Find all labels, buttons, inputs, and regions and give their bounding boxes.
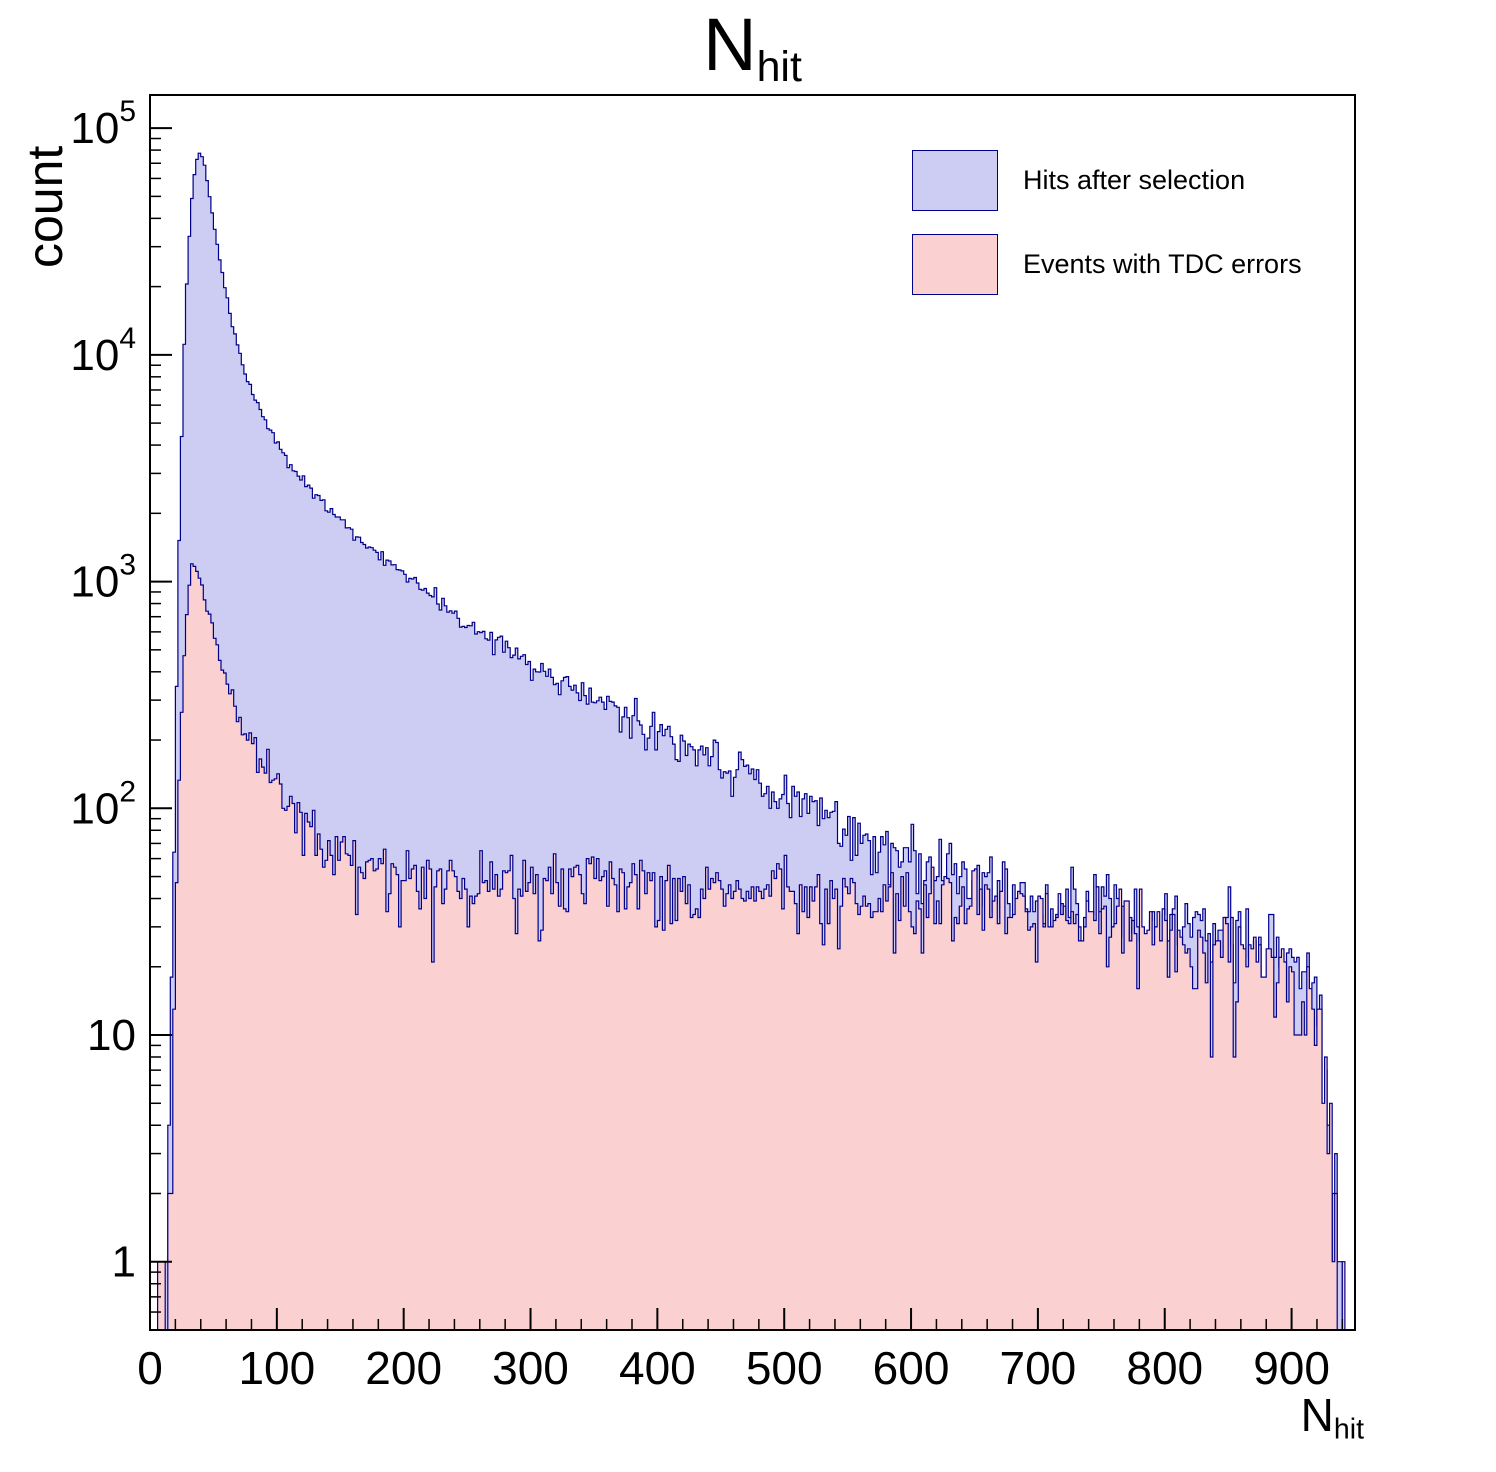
legend-swatch-pink	[912, 234, 998, 295]
series-fill-1	[150, 563, 1348, 1330]
chart-title-sub: hit	[756, 42, 802, 91]
legend-entry-tdc-errors: Events with TDC errors	[912, 234, 1302, 295]
x-tick-label: 100	[238, 1342, 315, 1394]
y-tick-label: 103	[70, 549, 136, 607]
x-tick-label: 900	[1253, 1342, 1330, 1394]
y-tick-label: 102	[70, 775, 136, 833]
legend: Hits after selection Events with TDC err…	[912, 150, 1302, 318]
chart-title: Nhit	[150, 2, 1355, 92]
x-tick-label: 600	[873, 1342, 950, 1394]
series-group	[150, 152, 1348, 1331]
x-tick-label: 0	[137, 1342, 163, 1394]
y-axis-title: count	[17, 145, 73, 268]
x-axis-title: Nhit	[1301, 1388, 1364, 1446]
x-tick-label: 700	[1000, 1342, 1077, 1394]
legend-entry-hits-after-selection: Hits after selection	[912, 150, 1302, 211]
x-tick-label: 200	[365, 1342, 442, 1394]
x-axis-title-main: N	[1300, 1389, 1334, 1441]
chart-title-main: N	[703, 3, 757, 86]
legend-swatch-blue	[912, 150, 998, 211]
x-axis-title-sub: hit	[1333, 1413, 1364, 1446]
x-tick-label: 300	[492, 1342, 569, 1394]
axes: 0 100 200 300 400 500 600 700 800 900 1 10 102 103 104…	[70, 95, 1344, 1394]
legend-label: Events with TDC errors	[1023, 249, 1302, 279]
x-tick-label: 500	[746, 1342, 823, 1394]
y-tick-label: 1	[112, 1238, 136, 1287]
y-tick-label: 104	[70, 322, 136, 380]
y-tick-label: 105	[70, 95, 136, 153]
x-tick-label: 400	[619, 1342, 696, 1394]
plot-frame	[149, 94, 1356, 1331]
series-outline-1	[150, 563, 1348, 1331]
legend-label: Hits after selection	[1023, 165, 1246, 195]
x-tick-label: 800	[1126, 1342, 1203, 1394]
y-tick-label: 10	[87, 1011, 136, 1060]
